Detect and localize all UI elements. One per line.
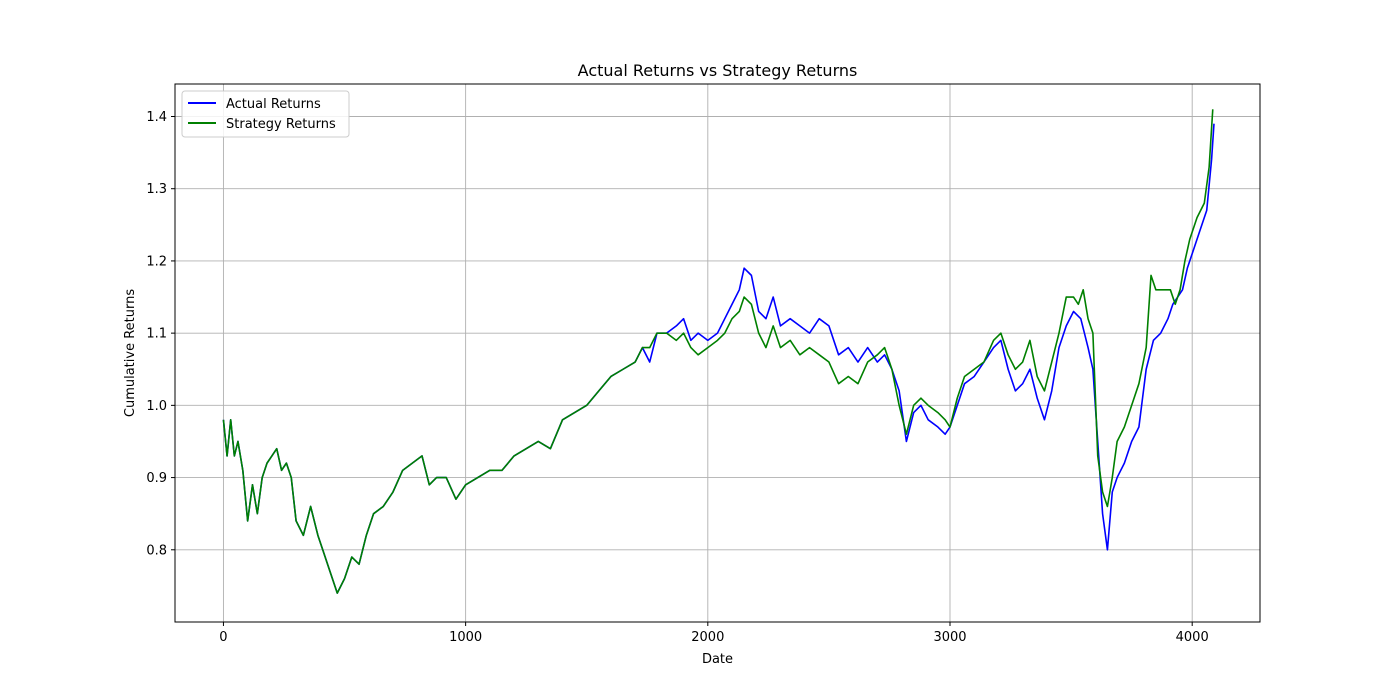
- y-tick-label: 1.0: [146, 399, 167, 414]
- legend-label-strategy-returns: Strategy Returns: [226, 117, 336, 132]
- legend: Actual Returns Strategy Returns: [181, 90, 350, 138]
- x-tick-label: 4000: [1176, 630, 1209, 645]
- chart-title: Actual Returns vs Strategy Returns: [578, 61, 858, 80]
- y-tick-label: 1.3: [146, 182, 167, 197]
- legend-box: [181, 90, 350, 138]
- y-tick-label: 0.8: [146, 543, 167, 558]
- series-lines: [222, 109, 1215, 594]
- legend-label-actual-returns: Actual Returns: [226, 97, 321, 112]
- y-tick-label: 0.9: [146, 471, 167, 486]
- plot-frame: [174, 83, 1261, 623]
- x-tick-label: 3000: [933, 630, 966, 645]
- y-tick-label: 1.4: [146, 110, 167, 125]
- y-tick-label: 1.2: [146, 254, 167, 269]
- y-axis-label: Cumulative Returns: [123, 289, 138, 417]
- series-line-strategy-returns: [222, 109, 1214, 594]
- x-tick-label: 1000: [449, 630, 482, 645]
- y-tick-label: 1.1: [146, 327, 167, 342]
- axis-ticks: 0 1000 2000 3000 4000 0.8 0.9 1.0 1.1 1.2 1.3 1.4: [146, 110, 1208, 645]
- x-tick-label: 0: [219, 630, 227, 645]
- x-axis-label: Date: [702, 652, 733, 667]
- x-tick-label: 2000: [691, 630, 724, 645]
- grid-lines: [175, 84, 1260, 622]
